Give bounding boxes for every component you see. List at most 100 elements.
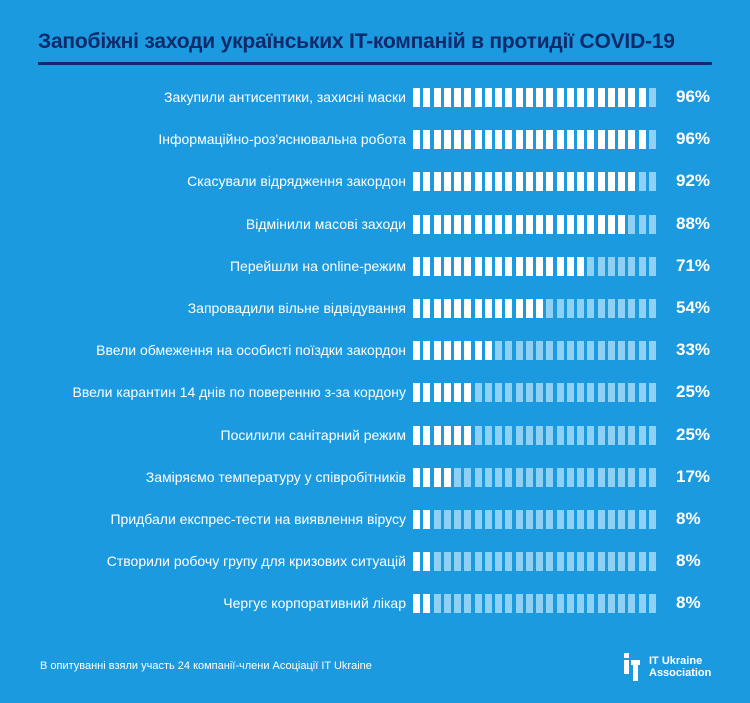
- bar: [413, 594, 659, 614]
- bar-segment-empty: [607, 256, 615, 276]
- bar-segment-empty: [546, 299, 554, 318]
- bar-segment-filled: [454, 130, 461, 150]
- bar-segment-filled: [484, 299, 492, 318]
- bar-segment-empty: [587, 256, 595, 276]
- bar-segment-filled: [464, 341, 472, 361]
- bar-segment-filled: [515, 88, 523, 107]
- bar-segment-empty: [577, 510, 584, 529]
- bar-segment-empty: [597, 594, 605, 614]
- bar-segment-filled: [464, 172, 472, 192]
- bar-segment-filled: [618, 130, 625, 150]
- bar-segment-filled: [556, 214, 564, 234]
- bar-segment-empty: [525, 552, 533, 572]
- bar-value-label: 25%: [676, 424, 711, 444]
- bar-segment-filled: [536, 256, 543, 276]
- bar-segment-empty: [505, 425, 513, 445]
- bar-segment-empty: [525, 341, 533, 361]
- bar-segment-empty: [566, 594, 574, 614]
- bar-segment-empty: [597, 425, 605, 445]
- bar-label: Придбали експрес-тести на виявлення віру…: [110, 511, 406, 527]
- bar-segment-empty: [474, 594, 482, 614]
- bar-segment-filled: [413, 299, 420, 318]
- bar-segment-filled: [423, 130, 431, 150]
- bar-segment-empty: [648, 383, 656, 403]
- bar-segment-empty: [648, 88, 656, 107]
- bar-segment-filled: [515, 130, 523, 150]
- bar-segment-filled: [515, 256, 523, 276]
- it-ukraine-logo: IT Ukraine Association: [622, 653, 711, 681]
- bar-segment-empty: [597, 383, 605, 403]
- bar-segment-filled: [566, 88, 574, 107]
- bar-segment-filled: [433, 299, 441, 318]
- bar-segment-empty: [433, 594, 441, 614]
- bar-value-label: 8%: [676, 593, 701, 613]
- bar-segment-empty: [454, 467, 461, 487]
- bar-segment-empty: [505, 383, 513, 403]
- bar-segment-empty: [597, 256, 605, 276]
- bar-label: Заміряємо температуру у співробітників: [145, 468, 406, 485]
- bar-segment-empty: [566, 510, 574, 529]
- bar-segment-empty: [587, 510, 595, 529]
- bar-segment-empty: [638, 383, 646, 403]
- bar-segment-empty: [454, 594, 461, 614]
- logo-text: IT Ukraine Association: [649, 655, 711, 679]
- bar-segment-filled: [597, 214, 605, 234]
- bar-segment-filled: [474, 341, 482, 361]
- bar-segment-empty: [618, 341, 625, 361]
- bar-segment-filled: [607, 214, 615, 234]
- bar-segment-empty: [597, 510, 605, 529]
- bar-segment-filled: [433, 88, 441, 107]
- bar-segment-empty: [577, 383, 584, 403]
- bar-segment-filled: [443, 256, 451, 276]
- bar-segment-empty: [638, 425, 646, 445]
- bar-segment-filled: [413, 130, 420, 150]
- bar-segment-empty: [495, 467, 502, 487]
- bar-segment-filled: [607, 88, 615, 107]
- bar-value-label: 71%: [676, 255, 711, 275]
- bar-segment-filled: [443, 299, 451, 318]
- bar-segment-filled: [484, 341, 492, 361]
- bar-segment-filled: [484, 130, 492, 150]
- bar-segment-filled: [464, 256, 472, 276]
- bar: [413, 383, 659, 403]
- bar-segment-empty: [577, 467, 584, 487]
- bar: [413, 552, 659, 572]
- bar-segment-empty: [536, 383, 543, 403]
- bar-segment-filled: [474, 130, 482, 150]
- bar-segment-empty: [474, 425, 482, 445]
- bar-label: Відмінили масові заходи: [245, 215, 406, 232]
- bar-segment-empty: [505, 467, 513, 487]
- bar-segment-filled: [454, 214, 461, 234]
- bar-segment-filled: [587, 88, 595, 107]
- bar-segment-filled: [413, 510, 420, 529]
- bar-segment-empty: [638, 256, 646, 276]
- bar-segment-empty: [638, 552, 646, 572]
- logo-line-2: Association: [649, 667, 712, 679]
- bar-segment-empty: [546, 467, 554, 487]
- bar-segment-empty: [515, 467, 523, 487]
- bar-segment-empty: [495, 383, 502, 403]
- bar-segment-empty: [566, 383, 574, 403]
- bar-segment-empty: [618, 467, 625, 487]
- bar-segment-empty: [566, 552, 574, 572]
- bar-segment-empty: [556, 510, 564, 529]
- bar-value-label: 17%: [676, 466, 711, 486]
- bar-segment-empty: [505, 341, 513, 361]
- bar-segment-filled: [484, 256, 492, 276]
- bar-segment-empty: [638, 467, 646, 487]
- bar-segment-empty: [638, 510, 646, 529]
- bar-segment-empty: [536, 341, 543, 361]
- bar-segment-filled: [556, 172, 564, 192]
- bar-segment-filled: [546, 88, 554, 107]
- bar-segment-empty: [628, 552, 636, 572]
- bar-segment-empty: [638, 172, 646, 192]
- bar-segment-filled: [566, 130, 574, 150]
- bar-segment-empty: [464, 510, 472, 529]
- bar-segment-filled: [454, 341, 461, 361]
- bar-segment-filled: [495, 172, 502, 192]
- bar-segment-filled: [443, 172, 451, 192]
- bar-segment-empty: [618, 383, 625, 403]
- bar-segment-empty: [556, 425, 564, 445]
- bar-segment-filled: [454, 299, 461, 318]
- bar-segment-empty: [587, 425, 595, 445]
